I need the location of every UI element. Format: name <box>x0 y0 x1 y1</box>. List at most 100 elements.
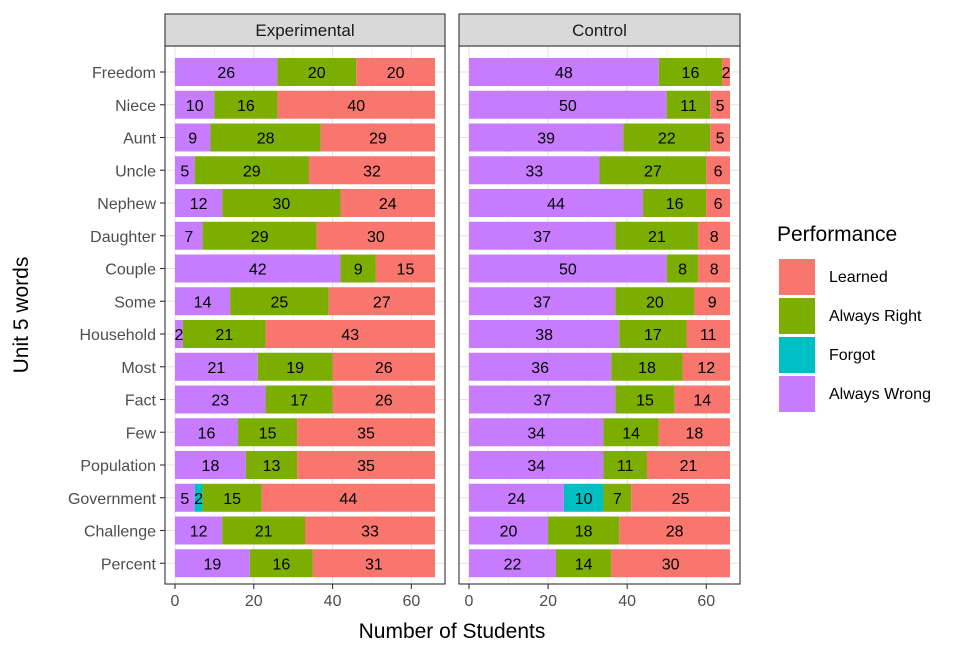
x-axis-title: Number of Students <box>359 620 546 641</box>
data-label: 14 <box>194 294 212 311</box>
bar-experimental-household-always-right <box>182 320 266 348</box>
data-label: 10 <box>575 491 593 508</box>
bar-experimental-daughter-always-right <box>202 221 317 250</box>
data-label: 12 <box>190 524 208 541</box>
data-label: 48 <box>555 65 573 82</box>
x-tick-label: 60 <box>402 593 420 610</box>
data-label: 28 <box>257 131 275 148</box>
data-label: 11 <box>617 458 634 475</box>
bar-experimental-few-always-right <box>238 418 298 447</box>
bar-control-government-always-wrong <box>469 483 564 512</box>
bar-control-most-always-right <box>611 352 683 381</box>
data-label: 15 <box>397 262 415 279</box>
data-label: 18 <box>638 360 656 377</box>
x-tick-label: 60 <box>697 593 715 610</box>
bar-experimental-uncle-always-right <box>194 156 309 185</box>
data-label: 35 <box>357 425 375 442</box>
legend-key-always-wrong <box>779 376 815 412</box>
bar-control-aunt-always-wrong <box>469 123 624 152</box>
data-label: 6 <box>714 163 723 180</box>
data-label: 21 <box>648 229 666 246</box>
bar-experimental-challenge-always-wrong <box>175 516 223 545</box>
data-label: 5 <box>716 131 725 148</box>
bar-experimental-most-learned <box>332 352 435 381</box>
bar-experimental-aunt-always-right <box>210 123 321 152</box>
legend-label-always-wrong: Always Wrong <box>829 386 931 403</box>
bar-control-niece-always-right <box>666 90 711 119</box>
bar-experimental-percent-always-wrong <box>175 549 250 578</box>
bar-control-household-always-wrong <box>469 320 620 348</box>
bar-experimental-fact-always-wrong <box>175 385 266 414</box>
y-tick-label: Aunt <box>123 131 156 148</box>
data-label: 37 <box>533 393 551 410</box>
data-label: 24 <box>508 491 526 508</box>
legend-title: Performance <box>777 223 897 246</box>
data-label: 5 <box>180 491 189 508</box>
bar-control-challenge-always-right <box>548 516 620 545</box>
x-tick-label: 20 <box>539 593 557 610</box>
bar-control-daughter-learned <box>698 221 730 250</box>
facet-strip <box>164 13 446 47</box>
bar-experimental-percent-always-right <box>249 549 313 578</box>
data-label: 27 <box>373 294 391 311</box>
bar-experimental-daughter-always-wrong <box>175 221 203 250</box>
bar-control-uncle-learned <box>706 156 730 185</box>
bar-experimental-some-learned <box>328 287 435 316</box>
data-label: 7 <box>184 229 193 246</box>
bar-control-household-learned <box>686 320 730 348</box>
bar-control-population-always-right <box>603 451 647 479</box>
bar-control-couple-always-wrong <box>469 254 667 283</box>
data-label: 44 <box>339 491 357 508</box>
bar-experimental-fact-always-right <box>265 385 333 414</box>
bar-experimental-aunt-always-wrong <box>175 123 211 152</box>
bar-control-household-always-right <box>619 320 687 348</box>
data-label: 8 <box>710 262 719 279</box>
bar-control-uncle-always-wrong <box>469 156 600 185</box>
data-label: 33 <box>361 524 379 541</box>
bar-experimental-couple-always-wrong <box>175 254 341 283</box>
bar-experimental-daughter-learned <box>316 221 435 250</box>
y-tick-label: Couple <box>105 262 156 279</box>
y-tick-label: Challenge <box>84 524 156 541</box>
bar-control-percent-always-wrong <box>469 549 556 578</box>
data-label: 15 <box>636 393 654 410</box>
data-label: 30 <box>272 196 290 213</box>
bar-experimental-challenge-always-right <box>222 516 305 545</box>
bar-control-aunt-always-right <box>623 123 711 152</box>
facet-strip-label: Experimental <box>255 21 354 40</box>
data-label: 31 <box>365 556 383 573</box>
data-label: 5 <box>716 98 725 115</box>
data-label: 30 <box>662 556 680 573</box>
data-label: 50 <box>559 98 577 115</box>
data-label: 7 <box>613 491 622 508</box>
bar-experimental-nephew-learned <box>340 189 435 217</box>
data-label: 40 <box>347 98 365 115</box>
y-tick-label: Daughter <box>90 229 156 246</box>
bar-experimental-few-always-wrong <box>175 418 239 447</box>
bar-control-freedom-always-right <box>658 58 723 86</box>
x-tick-label: 0 <box>465 593 474 610</box>
bar-control-couple-learned <box>698 254 730 283</box>
bar-experimental-niece-always-wrong <box>175 90 215 119</box>
data-label: 20 <box>500 524 518 541</box>
data-label: 18 <box>686 425 704 442</box>
data-label: 16 <box>237 98 255 115</box>
bar-experimental-uncle-learned <box>308 156 435 185</box>
bar-experimental-challenge-learned <box>305 516 435 545</box>
data-label: 13 <box>263 458 281 475</box>
data-label: 20 <box>387 65 405 82</box>
bar-experimental-aunt-learned <box>320 123 435 152</box>
y-tick-label: Few <box>126 425 157 442</box>
bar-control-most-always-wrong <box>469 352 612 381</box>
y-tick-label: Population <box>80 458 156 475</box>
data-label: 12 <box>190 196 208 213</box>
bar-experimental-some-always-right <box>230 287 329 316</box>
data-label: 34 <box>527 458 545 475</box>
data-label: 21 <box>215 327 233 344</box>
bar-control-fact-always-wrong <box>469 385 616 414</box>
data-label: 9 <box>708 294 717 311</box>
data-label: 25 <box>672 491 690 508</box>
data-label: 14 <box>622 425 640 442</box>
data-label: 22 <box>504 556 522 573</box>
